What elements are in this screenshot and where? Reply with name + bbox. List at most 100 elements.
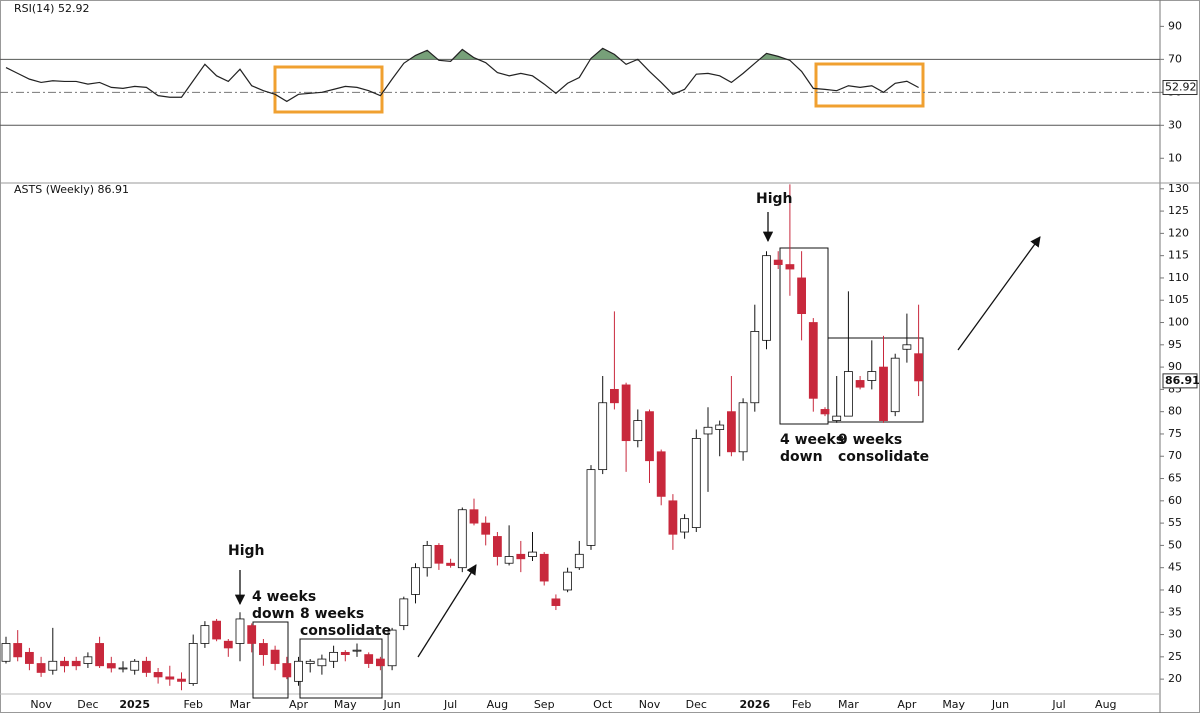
candle-body xyxy=(691,438,701,528)
y-tick-label: 10 xyxy=(1168,151,1182,164)
candle-body xyxy=(270,649,280,664)
annotation: High xyxy=(228,543,265,559)
candle-body xyxy=(680,518,689,533)
range-box xyxy=(779,247,829,425)
candle-body xyxy=(867,371,877,381)
candle-body xyxy=(797,277,806,315)
candle-body xyxy=(785,264,795,270)
y-tick-label: 105 xyxy=(1168,293,1189,306)
candle-body xyxy=(223,640,233,649)
x-tick-label: Mar xyxy=(838,698,859,711)
candle-body xyxy=(808,322,818,399)
y-tick-label: 55 xyxy=(1168,516,1182,529)
candle-body xyxy=(340,651,350,656)
candle-body xyxy=(668,500,678,535)
candle-body xyxy=(621,384,631,442)
candle-body xyxy=(902,344,912,350)
x-tick-label: May xyxy=(942,698,965,711)
y-tick-label: 30 xyxy=(1168,118,1182,131)
candle-body xyxy=(844,371,853,417)
y-tick-label: 90 xyxy=(1168,360,1182,373)
x-tick-label: Feb xyxy=(183,698,202,711)
overbought-fill xyxy=(6,48,919,60)
candle-body xyxy=(586,469,596,546)
annotation: consolidate xyxy=(300,623,391,639)
x-tick-label: Jun xyxy=(991,698,1009,711)
candle-body xyxy=(820,409,830,415)
candle-body xyxy=(598,402,608,471)
candle-body xyxy=(481,522,491,535)
candle-body xyxy=(36,663,46,673)
x-tick-label: Apr xyxy=(289,698,309,711)
candle-body xyxy=(855,380,865,388)
candle-body xyxy=(200,625,210,644)
candle-body xyxy=(727,411,736,453)
x-tick-label: May xyxy=(334,698,357,711)
x-tick-label: Jul xyxy=(443,698,457,711)
x-tick-label: Dec xyxy=(77,698,98,711)
y-tick-label: 100 xyxy=(1168,316,1189,329)
y-tick-label: 110 xyxy=(1168,271,1189,284)
candle-body xyxy=(305,660,315,664)
y-tick-label: 120 xyxy=(1168,226,1189,239)
y-tick-label: 50 xyxy=(1168,538,1182,551)
annotation: consolidate xyxy=(838,449,929,465)
candle-body xyxy=(95,643,104,667)
x-tick-label: Dec xyxy=(686,698,707,711)
y-tick-label: 35 xyxy=(1168,605,1182,618)
candle-body xyxy=(750,331,760,404)
candle-body xyxy=(329,651,339,662)
candle-body xyxy=(282,663,292,678)
candle-body xyxy=(703,426,713,435)
y-tick-label: 90 xyxy=(1168,19,1182,32)
y-tick-label: 65 xyxy=(1168,472,1182,485)
candle-body xyxy=(434,544,444,564)
x-tick-label: 2026 xyxy=(739,698,770,711)
candle-body xyxy=(317,658,327,667)
candle-body xyxy=(492,536,502,557)
price-title: ASTS (Weekly) 86.91 xyxy=(14,183,129,196)
y-tick-label: 70 xyxy=(1168,52,1182,65)
range-box xyxy=(299,638,383,699)
candle-body xyxy=(715,424,725,430)
candle-body xyxy=(446,562,456,566)
y-tick-label: 75 xyxy=(1168,427,1182,440)
annotation: 9 weeks xyxy=(838,432,902,448)
candle-body xyxy=(832,415,842,421)
highlight-box xyxy=(273,65,384,114)
x-tick-label: Nov xyxy=(30,698,52,711)
candle-body xyxy=(364,654,374,664)
last-value-label: 52.92 xyxy=(1165,81,1197,94)
arrow xyxy=(417,564,477,658)
candle-body xyxy=(738,402,748,453)
candle-body xyxy=(130,660,140,671)
last-value-box xyxy=(1162,80,1198,96)
rsi-line xyxy=(5,47,919,103)
candle-body xyxy=(469,509,479,524)
candle-body xyxy=(1,643,11,662)
candle-body xyxy=(48,660,58,671)
y-tick-label: 115 xyxy=(1168,249,1189,262)
candle-body xyxy=(141,660,151,673)
candle-body xyxy=(890,357,900,413)
annotation: down xyxy=(252,606,295,622)
candle-body xyxy=(13,643,23,658)
arrow xyxy=(957,236,1041,351)
candle-body xyxy=(656,451,666,497)
candle-body xyxy=(633,420,643,442)
last-value-box xyxy=(1162,373,1198,389)
range-box xyxy=(252,621,289,699)
y-tick-label: 60 xyxy=(1168,494,1182,507)
annotation: 8 weeks xyxy=(300,606,364,622)
candle-body xyxy=(258,643,268,656)
candle-body xyxy=(387,629,397,667)
y-tick-label: 40 xyxy=(1168,583,1182,596)
candle-body xyxy=(399,598,409,627)
x-tick-label: Apr xyxy=(897,698,917,711)
y-tick-label: 25 xyxy=(1168,650,1182,663)
candle-body xyxy=(188,643,198,684)
x-tick-label: Mar xyxy=(230,698,251,711)
candle-body xyxy=(504,556,514,564)
candle-body xyxy=(645,411,654,462)
